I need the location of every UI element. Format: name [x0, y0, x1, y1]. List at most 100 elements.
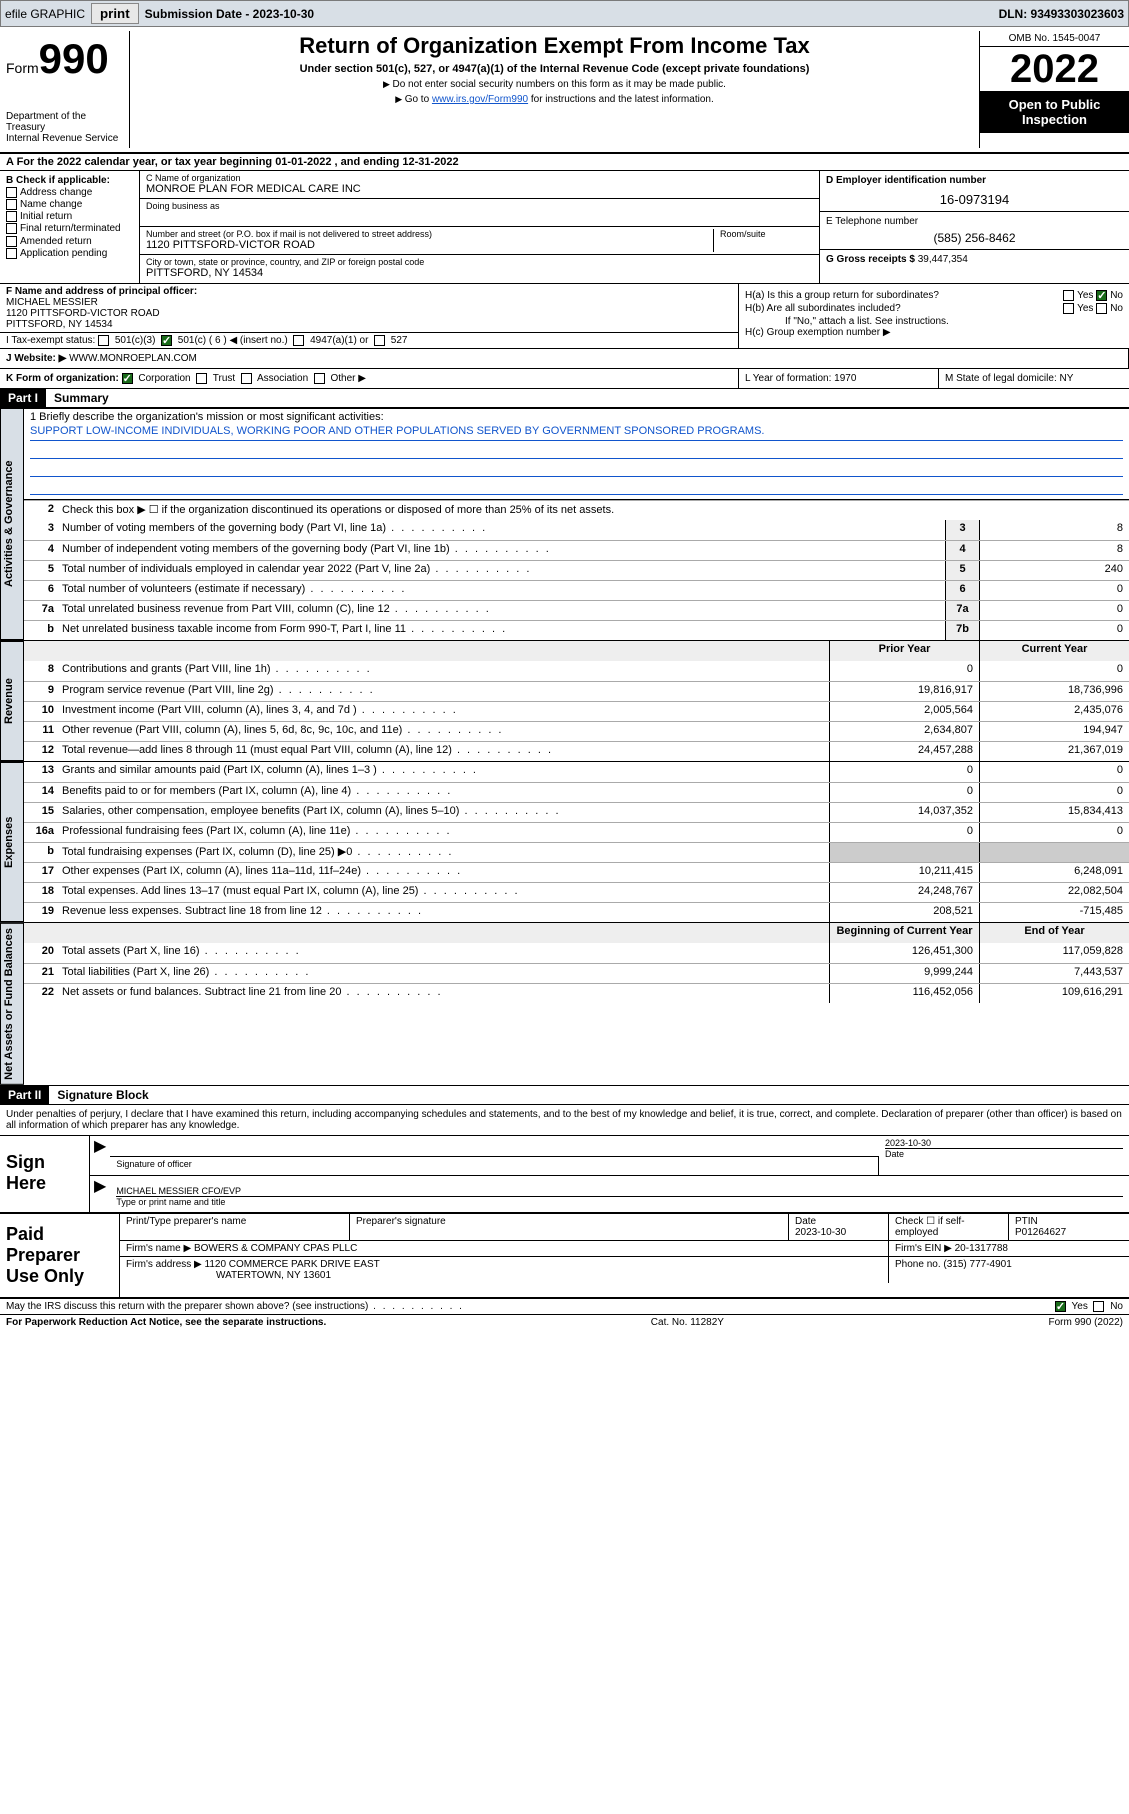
table-row: 5Total number of individuals employed in… [24, 560, 1129, 580]
row-a-tax-year: A For the 2022 calendar year, or tax yea… [0, 154, 1129, 171]
box-b-label: B Check if applicable: [6, 175, 133, 186]
mission-text: SUPPORT LOW-INCOME INDIVIDUALS, WORKING … [30, 425, 1123, 441]
part2-title: Signature Block [49, 1086, 156, 1104]
gross-receipts-label: G Gross receipts $ [826, 254, 915, 265]
form-subtitle: Under section 501(c), 527, or 4947(a)(1)… [138, 63, 971, 75]
ha-yes[interactable] [1063, 290, 1074, 301]
firm-addr1: 1120 COMMERCE PARK DRIVE EAST [205, 1259, 380, 1270]
ptin-label: PTIN [1015, 1216, 1123, 1227]
box-c-org-info: C Name of organization MONROE PLAN FOR M… [140, 171, 819, 283]
year-formation-label: L Year of formation: [745, 373, 834, 384]
sign-here-block: Sign Here ▶ Signature of officer 2023-10… [0, 1136, 1129, 1214]
table-row: bNet unrelated business taxable income f… [24, 620, 1129, 640]
pra-notice: For Paperwork Reduction Act Notice, see … [6, 1317, 326, 1328]
form-header: Form990 Department of the Treasury Inter… [0, 27, 1129, 154]
chk-corp[interactable] [122, 373, 133, 384]
room-suite-label: Room/suite [720, 229, 813, 239]
open-inspection: Open to Public Inspection [980, 91, 1129, 133]
table-row: 18Total expenses. Add lines 13–17 (must … [24, 882, 1129, 902]
table-row: 13Grants and similar amounts paid (Part … [24, 762, 1129, 782]
tab-expenses: Expenses [0, 762, 24, 922]
form-footer: For Paperwork Reduction Act Notice, see … [0, 1315, 1129, 1330]
phone-label: E Telephone number [826, 216, 1123, 227]
part1-badge: Part I [0, 389, 46, 407]
chk-final-return[interactable]: Final return/terminated [6, 223, 133, 234]
paid-preparer-label: Paid Preparer Use Only [0, 1214, 120, 1297]
hc-label: H(c) Group exemption number ▶ [745, 327, 1123, 338]
state-domicile: NY [1060, 373, 1074, 384]
section-identity: B Check if applicable: Address change Na… [0, 171, 1129, 284]
ein-value: 16-0973194 [826, 192, 1123, 207]
preparer-name-label: Print/Type preparer's name [126, 1216, 343, 1227]
chk-4947[interactable] [293, 335, 304, 346]
print-button[interactable]: print [91, 3, 139, 24]
chk-501c3[interactable] [98, 335, 109, 346]
tax-year: 2022 [980, 47, 1129, 91]
preparer-date: 2023-10-30 [795, 1227, 882, 1238]
officer-addr2: PITTSFORD, NY 14534 [6, 319, 732, 330]
self-employed-chk[interactable]: Check ☐ if self-employed [889, 1214, 1009, 1240]
discuss-footer: May the IRS discuss this return with the… [0, 1299, 1129, 1315]
discuss-question: May the IRS discuss this return with the… [6, 1301, 464, 1312]
table-row: 19Revenue less expenses. Subtract line 1… [24, 902, 1129, 922]
form-note-ssn: Do not enter social security numbers on … [138, 79, 971, 90]
part2-header: Part II Signature Block [0, 1086, 1129, 1105]
discuss-yes[interactable] [1055, 1301, 1066, 1312]
line2-desc: Check this box ▶ ☐ if the organization d… [58, 501, 1129, 520]
street-label: Number and street (or P.O. box if mail i… [146, 229, 713, 239]
box-h-group: H(a) Is this a group return for subordin… [739, 284, 1129, 348]
table-row: 8Contributions and grants (Part VIII, li… [24, 661, 1129, 681]
mission-blank3 [30, 479, 1123, 495]
table-row: 20Total assets (Part X, line 16)126,451,… [24, 943, 1129, 963]
dba-label: Doing business as [146, 201, 813, 211]
table-row: 21Total liabilities (Part X, line 26)9,9… [24, 963, 1129, 983]
part1-header: Part I Summary [0, 389, 1129, 408]
chk-initial-return[interactable]: Initial return [6, 211, 133, 222]
sign-arrow-icon: ▶ [90, 1136, 110, 1175]
table-row: 14Benefits paid to or for members (Part … [24, 782, 1129, 802]
dept-treasury: Department of the Treasury [6, 111, 123, 133]
form-version: Form 990 (2022) [1049, 1317, 1123, 1328]
chk-other[interactable] [314, 373, 325, 384]
hb-yes[interactable] [1063, 303, 1074, 314]
chk-amended-return[interactable]: Amended return [6, 236, 133, 247]
mission-block: 1 Briefly describe the organization's mi… [24, 408, 1129, 500]
section-revenue: Revenue Prior Year Current Year 8Contrib… [0, 641, 1129, 762]
chk-name-change[interactable]: Name change [6, 199, 133, 210]
form-header-mid: Return of Organization Exempt From Incom… [130, 31, 979, 148]
phone-value: (585) 256-8462 [826, 231, 1123, 245]
tab-net-assets: Net Assets or Fund Balances [0, 923, 24, 1085]
chk-assoc[interactable] [241, 373, 252, 384]
chk-501c[interactable] [161, 335, 172, 346]
chk-527[interactable] [374, 335, 385, 346]
section-expenses: Expenses 13Grants and similar amounts pa… [0, 762, 1129, 923]
mission-label: 1 Briefly describe the organization's mi… [30, 411, 1123, 423]
form-header-left: Form990 Department of the Treasury Inter… [0, 31, 130, 148]
hb-no[interactable] [1096, 303, 1107, 314]
form-title: Return of Organization Exempt From Incom… [138, 33, 971, 59]
website-value: WWW.MONROEPLAN.COM [69, 353, 197, 364]
ha-no[interactable] [1096, 290, 1107, 301]
website-label: J Website: ▶ [6, 353, 66, 364]
form-org-label: K Form of organization: [6, 373, 119, 384]
irs-link[interactable]: www.irs.gov/Form990 [432, 94, 528, 105]
row-j-website: J Website: ▶ WWW.MONROEPLAN.COM [0, 349, 1129, 369]
chk-trust[interactable] [196, 373, 207, 384]
firm-addr2: WATERTOWN, NY 13601 [126, 1270, 882, 1281]
preparer-sig-label: Preparer's signature [356, 1216, 782, 1227]
preparer-date-label: Date [795, 1216, 882, 1227]
table-row: 6Total number of volunteers (estimate if… [24, 580, 1129, 600]
firm-phone-label: Phone no. [895, 1259, 941, 1270]
chk-address-change[interactable]: Address change [6, 187, 133, 198]
efile-topbar: efile GRAPHIC print Submission Date - 20… [0, 0, 1129, 27]
table-row: 9Program service revenue (Part VIII, lin… [24, 681, 1129, 701]
ptin-value: P01264627 [1015, 1227, 1123, 1238]
tab-activities-governance: Activities & Governance [0, 408, 24, 640]
col-f-i: F Name and address of principal officer:… [0, 284, 739, 348]
firm-phone: (315) 777-4901 [943, 1259, 1011, 1270]
table-row: bTotal fundraising expenses (Part IX, co… [24, 842, 1129, 862]
discuss-no[interactable] [1093, 1301, 1104, 1312]
chk-application-pending[interactable]: Application pending [6, 248, 133, 259]
section-net-assets: Net Assets or Fund Balances Beginning of… [0, 923, 1129, 1086]
omb-number: OMB No. 1545-0047 [980, 31, 1129, 47]
